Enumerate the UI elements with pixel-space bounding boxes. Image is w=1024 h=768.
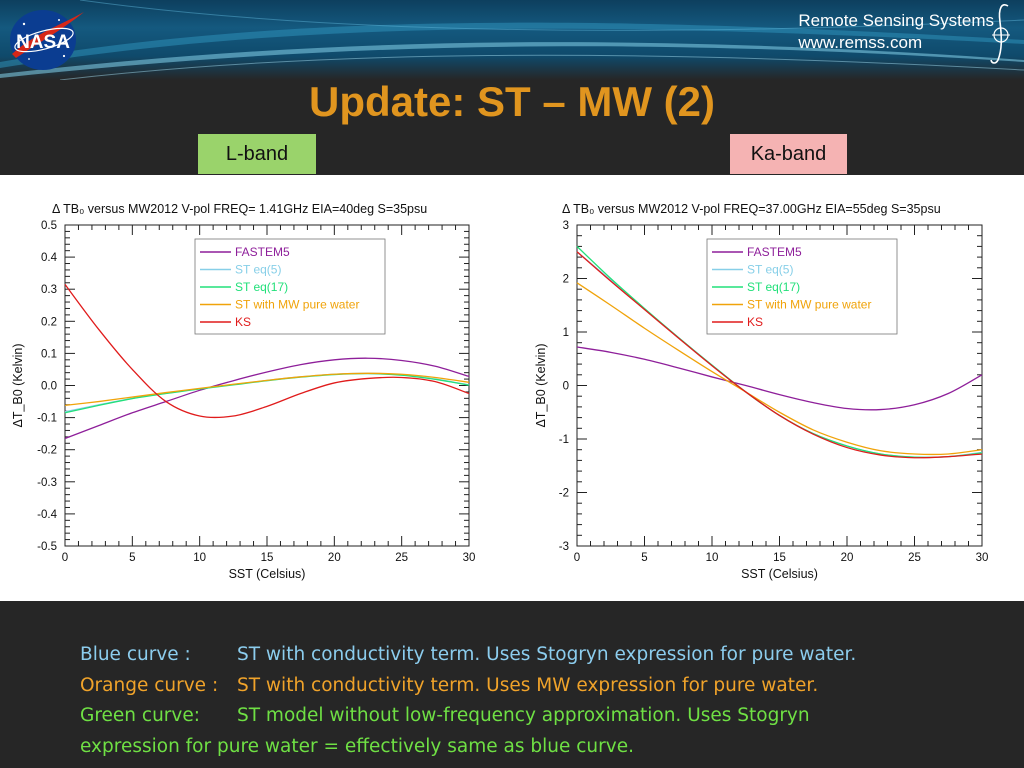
- x-tick-label: 5: [641, 552, 647, 564]
- legend-entry: KS: [747, 315, 763, 329]
- y-tick-label: -0.2: [37, 445, 57, 457]
- x-tick-label: 0: [574, 552, 580, 564]
- x-tick-label: 30: [463, 552, 476, 564]
- legend: FASTEM5 ST eq(5) ST eq(17) ST with MW pure …: [706, 238, 898, 335]
- legend-entry: KS: [235, 315, 251, 329]
- caption-text: ST with conductivity term. Uses MW expre…: [237, 674, 819, 696]
- chart-1: Δ TB₀ versus MW2012 V-pol FREQ=37.00GHz …: [534, 202, 988, 581]
- legend-entry: ST eq(5): [747, 263, 793, 277]
- y-tick-label: 3: [563, 220, 569, 232]
- x-axis-label: SST (Celsius): [229, 567, 306, 581]
- legend-entry: ST with MW pure water: [747, 298, 871, 312]
- y-tick-label: 0.3: [41, 284, 57, 296]
- x-axis-label: SST (Celsius): [741, 567, 818, 581]
- svg-text:NASA: NASA: [16, 32, 70, 53]
- caption-text: ST with conductivity term. Uses Stogryn …: [237, 644, 857, 665]
- y-tick-label: -1: [559, 434, 569, 446]
- brand-block: Remote Sensing Systems www.remss.com: [798, 10, 994, 54]
- legend-entry: FASTEM5: [747, 245, 802, 259]
- caption-text: ST model without low-frequency approxima…: [237, 705, 810, 726]
- y-tick-label: -0.3: [37, 477, 57, 489]
- series-line-3: [576, 282, 983, 456]
- y-tick-label: -0.1: [37, 413, 57, 425]
- x-tick-label: 30: [976, 552, 989, 564]
- caption-block: Blue curve : ST with conductivity term. U…: [80, 640, 980, 762]
- integral-logo-icon: [990, 4, 1010, 64]
- legend-entry: ST eq(5): [235, 263, 281, 277]
- series-line-0: [576, 346, 983, 411]
- x-tick-label: 10: [193, 552, 206, 564]
- y-tick-label: 0: [563, 381, 569, 393]
- y-tick-label: -0.4: [37, 509, 57, 521]
- header-swoosh-graphic: [0, 0, 1024, 80]
- y-tick-label: -0.5: [37, 541, 57, 553]
- chart-0: Δ TB₀ versus MW2012 V-pol FREQ= 1.41GHz …: [11, 202, 475, 581]
- caption-row-blue: Blue curve : ST with conductivity term. U…: [80, 640, 980, 671]
- l-band-label: L-band: [198, 134, 316, 174]
- caption-label: Blue curve :: [80, 644, 191, 665]
- y-axis-label: ΔT_B0 (Kelvin): [534, 343, 548, 427]
- caption-row-green: Green curve: ST model without low-frequen…: [80, 701, 980, 732]
- legend: FASTEM5 ST eq(5) ST eq(17) ST with MW pure …: [194, 238, 386, 335]
- x-tick-label: 25: [395, 552, 408, 564]
- series-line-3: [64, 372, 470, 407]
- x-tick-label: 5: [129, 552, 135, 564]
- y-tick-label: 0.5: [41, 220, 57, 232]
- plot-panel: Δ TB₀ versus MW2012 V-pol FREQ= 1.41GHz …: [0, 175, 1024, 601]
- caption-row-orange: Orange curve : ST with conductivity term.…: [80, 671, 980, 702]
- legend-entry: FASTEM5: [235, 245, 290, 259]
- nasa-logo-icon: NASA: [10, 10, 84, 70]
- y-tick-label: 0.0: [41, 381, 57, 393]
- charts-canvas: Δ TB₀ versus MW2012 V-pol FREQ= 1.41GHz …: [11, 202, 988, 581]
- brand-url[interactable]: www.remss.com: [798, 33, 923, 52]
- x-tick-label: 0: [62, 552, 68, 564]
- x-tick-label: 10: [706, 552, 719, 564]
- caption-label: Orange curve :: [80, 674, 219, 696]
- series-line-4: [576, 251, 983, 459]
- series-line-0: [64, 357, 470, 440]
- x-tick-label: 15: [773, 552, 786, 564]
- caption-row-green-continued: expression for pure water = effectively …: [80, 732, 980, 763]
- y-tick-label: 0.1: [41, 348, 57, 360]
- legend-entry: ST eq(17): [747, 280, 800, 294]
- x-tick-label: 15: [261, 552, 274, 564]
- legend-entry: ST with MW pure water: [235, 298, 359, 312]
- x-tick-label: 20: [328, 552, 341, 564]
- brand-name: Remote Sensing Systems: [798, 11, 994, 30]
- chart-title: Δ TB₀ versus MW2012 V-pol FREQ=37.00GHz …: [562, 202, 941, 216]
- slide-title: Update: ST – MW (2): [309, 78, 715, 125]
- y-tick-label: -3: [559, 541, 569, 553]
- legend-entry: ST eq(17): [235, 280, 288, 294]
- y-tick-label: 1: [563, 327, 569, 339]
- y-tick-label: 0.4: [41, 252, 58, 264]
- x-tick-label: 25: [908, 552, 921, 564]
- series-line-4: [64, 283, 470, 419]
- y-tick-label: 2: [563, 274, 569, 286]
- header-band: [0, 0, 1024, 80]
- caption-label: Green curve:: [80, 705, 200, 726]
- y-axis-label: ΔT_B0 (Kelvin): [11, 343, 25, 427]
- x-tick-label: 20: [841, 552, 854, 564]
- chart-title: Δ TB₀ versus MW2012 V-pol FREQ= 1.41GHz …: [52, 202, 427, 216]
- y-tick-label: 0.2: [41, 316, 57, 328]
- y-tick-label: -2: [559, 488, 569, 500]
- ka-band-label: Ka-band: [730, 134, 847, 174]
- caption-text: expression for pure water = effectively …: [80, 735, 634, 757]
